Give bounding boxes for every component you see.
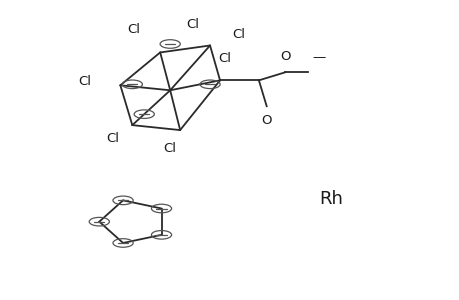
- Text: Cl: Cl: [162, 142, 176, 155]
- Text: Cl: Cl: [106, 132, 119, 145]
- Text: Cl: Cl: [218, 52, 230, 64]
- Text: Cl: Cl: [185, 18, 198, 31]
- Text: Cl: Cl: [78, 75, 91, 88]
- Text: —: —: [312, 51, 325, 64]
- Text: O: O: [261, 114, 271, 127]
- Text: O: O: [279, 50, 290, 63]
- Text: Cl: Cl: [232, 28, 245, 40]
- Text: Rh: Rh: [318, 190, 342, 208]
- Text: Cl: Cl: [127, 22, 140, 36]
